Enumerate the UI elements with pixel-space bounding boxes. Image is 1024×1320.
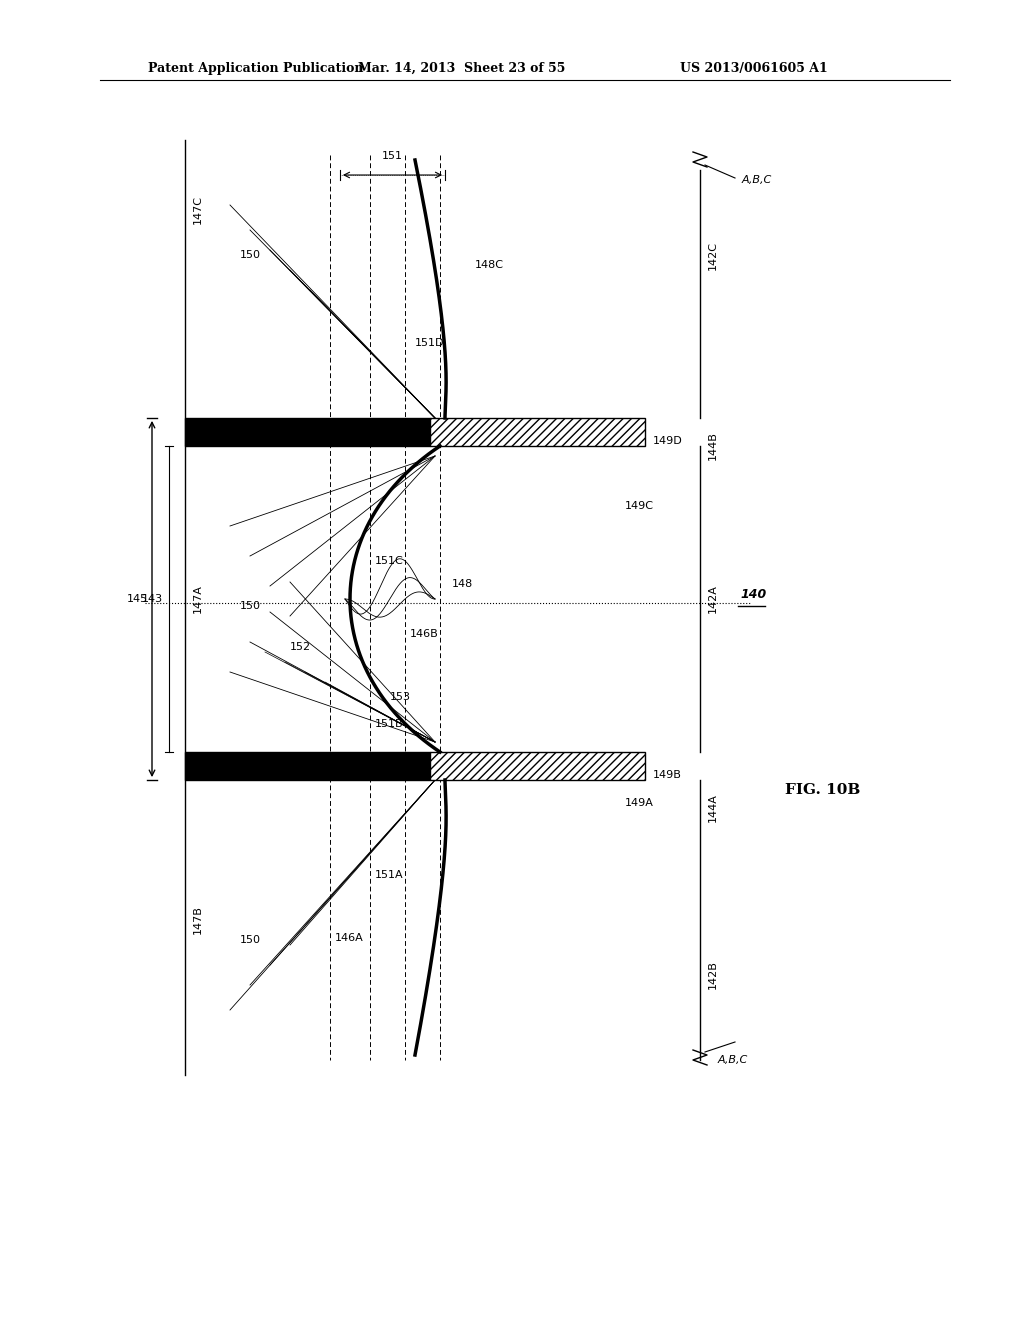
Text: 149C: 149C — [625, 502, 654, 511]
Bar — [185, 752, 430, 780]
Text: FIG. 10B: FIG. 10B — [785, 783, 860, 797]
Text: 142B: 142B — [708, 961, 718, 990]
Text: 150: 150 — [240, 935, 261, 945]
Text: 147B: 147B — [193, 906, 203, 935]
Text: 151C: 151C — [375, 556, 403, 566]
Text: 147C: 147C — [193, 195, 203, 224]
Text: 151D: 151D — [415, 338, 444, 348]
Text: 151A: 151A — [375, 870, 403, 880]
Text: 148: 148 — [452, 579, 473, 589]
Text: 143: 143 — [142, 594, 163, 605]
Text: 145: 145 — [127, 594, 148, 605]
Text: 149D: 149D — [653, 436, 683, 446]
Text: A,B,C: A,B,C — [718, 1055, 749, 1065]
Bar — [185, 418, 430, 446]
Bar — [430, 752, 645, 780]
Text: A,B,C: A,B,C — [742, 176, 772, 185]
Text: 150: 150 — [240, 249, 261, 260]
Text: Patent Application Publication: Patent Application Publication — [148, 62, 364, 75]
Text: 148C: 148C — [475, 260, 504, 271]
Text: 144A: 144A — [708, 793, 718, 822]
Text: 149A: 149A — [625, 799, 654, 808]
Text: US 2013/0061605 A1: US 2013/0061605 A1 — [680, 62, 827, 75]
Text: 142A: 142A — [708, 585, 718, 614]
Text: 153: 153 — [390, 692, 411, 702]
Text: 142C: 142C — [708, 240, 718, 269]
Text: 146B: 146B — [410, 630, 438, 639]
Bar — [430, 418, 645, 446]
Text: Mar. 14, 2013  Sheet 23 of 55: Mar. 14, 2013 Sheet 23 of 55 — [358, 62, 565, 75]
Text: 150: 150 — [240, 601, 261, 611]
Text: 151: 151 — [382, 150, 403, 161]
Text: 144B: 144B — [708, 432, 718, 461]
Text: 149B: 149B — [653, 770, 682, 780]
Text: 152: 152 — [290, 642, 311, 652]
Text: 151B: 151B — [375, 719, 403, 729]
Text: 146A: 146A — [335, 933, 364, 942]
Text: 140: 140 — [740, 589, 766, 602]
Text: 147A: 147A — [193, 585, 203, 614]
